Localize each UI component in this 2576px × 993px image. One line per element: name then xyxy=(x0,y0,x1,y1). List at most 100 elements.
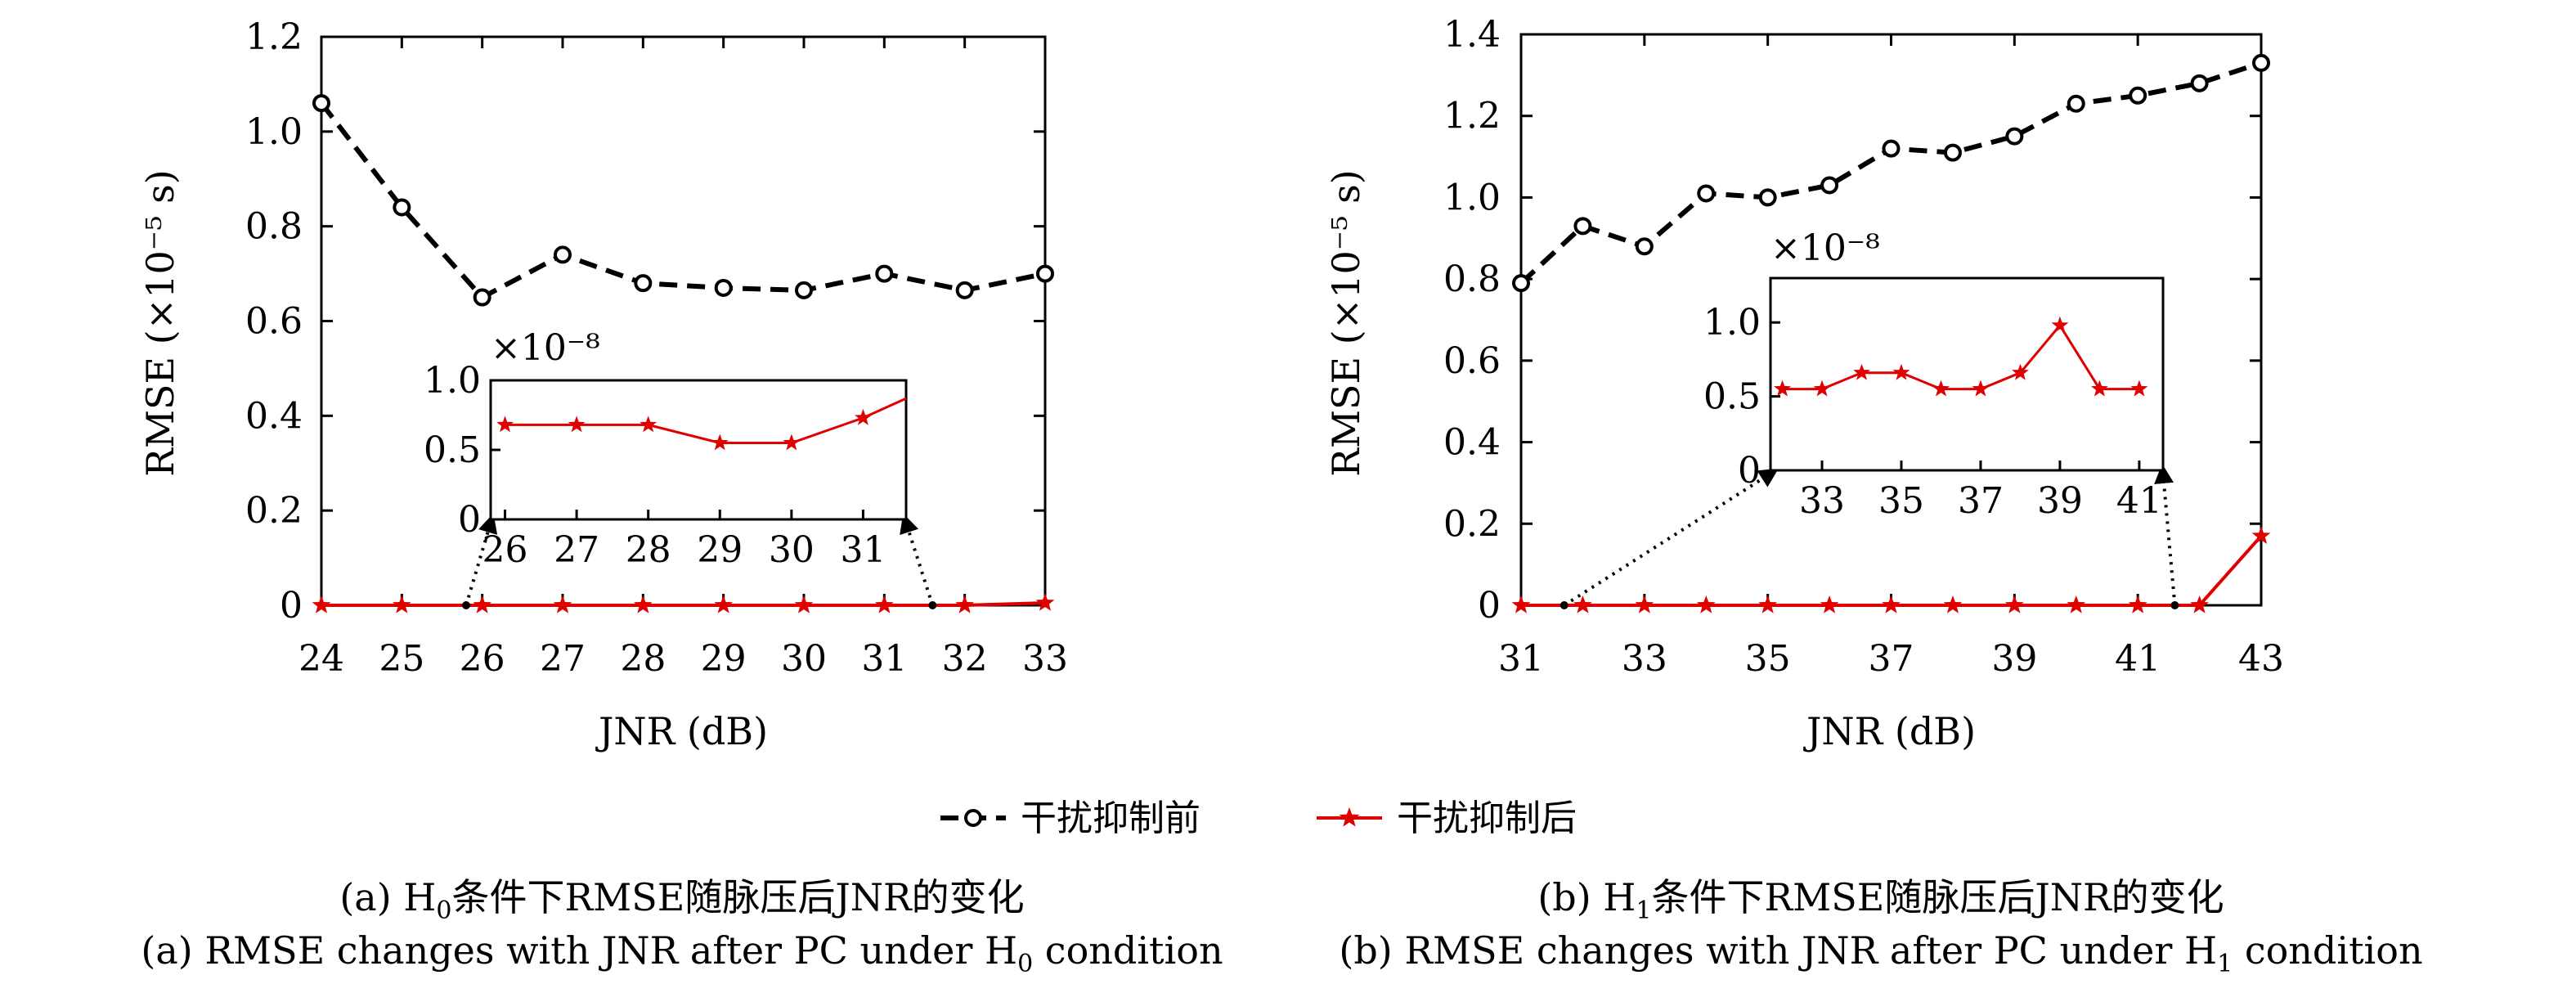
inset-multiplier: ×10⁻⁸ xyxy=(1770,227,1880,269)
inset-x-tick-label: 37 xyxy=(1958,480,2004,522)
y-tick-label: 0 xyxy=(280,585,303,627)
inset-x-tick-label: 39 xyxy=(2037,480,2083,522)
point-after xyxy=(714,595,734,613)
point-after xyxy=(2004,595,2024,613)
point-before xyxy=(2005,127,2024,146)
chart-b: 0 0.2 0.4 0.6 0.8 1.0 1.2 1.4 31 33 35 37 39 41 43 JNR … xyxy=(1324,14,2284,753)
y-axis-label: RMSE (×10⁻⁵ s) xyxy=(138,169,182,476)
x-tick-label: 25 xyxy=(379,638,424,680)
point-after xyxy=(2067,595,2086,613)
inset-x-tick-label: 26 xyxy=(482,529,528,571)
x-tick-label: 35 xyxy=(1745,638,1791,680)
inset-y-tick-label: 0.5 xyxy=(424,429,481,471)
x-axis-label: JNR (dB) xyxy=(595,709,768,753)
point-after xyxy=(553,595,572,613)
inset-y-tick-label: 0 xyxy=(1738,450,1761,492)
inset-point xyxy=(711,434,729,451)
point-before xyxy=(1036,264,1054,283)
point-after xyxy=(2128,595,2147,613)
point-before xyxy=(473,288,491,307)
point-before xyxy=(2129,86,2147,105)
point-after xyxy=(794,595,814,613)
x-tick-label: 29 xyxy=(701,638,747,680)
point-before xyxy=(312,94,330,113)
x-tick-label: 24 xyxy=(298,638,344,680)
point-before xyxy=(393,198,411,217)
inset-x-tick-label: 35 xyxy=(1878,480,1924,522)
series-before-line xyxy=(1519,61,2262,285)
zoom-connector-left xyxy=(464,513,498,606)
legend-before-marker xyxy=(964,809,982,827)
legend-before-label: 干扰抑制前 xyxy=(1021,798,1200,839)
inset-point xyxy=(2130,380,2148,397)
point-before xyxy=(1820,176,1839,195)
point-after xyxy=(1820,595,1839,613)
inset-point xyxy=(1892,363,1910,380)
inset-y-tick-label: 0 xyxy=(458,499,481,541)
point-before xyxy=(2067,94,2085,113)
y-tick-label: 0.8 xyxy=(245,206,303,248)
inset-multiplier: ×10⁻⁸ xyxy=(491,327,600,369)
x-tick-label: 33 xyxy=(1622,638,1667,680)
point-before xyxy=(955,281,974,299)
inset-frame xyxy=(489,379,908,521)
x-tick-label: 30 xyxy=(781,638,827,680)
chart-a: 0 0.2 0.4 0.6 0.8 1.0 1.2 24 25 26 27 28 29 30 31 32 33 J… xyxy=(138,16,1068,753)
y-tick-label: 0.2 xyxy=(245,490,303,532)
point-after xyxy=(1573,595,1592,613)
y-tick-label: 1.4 xyxy=(1443,14,1501,56)
point-after xyxy=(1882,595,1901,613)
point-after xyxy=(2190,595,2209,613)
inset-point xyxy=(783,434,801,451)
point-after xyxy=(1696,595,1716,613)
inset-x-tick-label: 33 xyxy=(1799,480,1845,522)
point-after xyxy=(392,595,411,613)
x-tick-label: 27 xyxy=(540,638,586,680)
x-tick-label: 43 xyxy=(2238,638,2284,680)
legend: 干扰抑制前 干扰抑制后 xyxy=(940,798,1577,839)
x-tick-label: 39 xyxy=(1991,638,2037,680)
inset-point xyxy=(1932,380,1950,397)
inset-y-tick-label: 0.5 xyxy=(1703,376,1761,418)
inset-point xyxy=(1813,380,1831,397)
y-tick-label: 0.6 xyxy=(1443,340,1501,382)
inset-point xyxy=(640,416,657,433)
point-before xyxy=(1758,188,1777,207)
caption-a-cn: (a) H0条件下RMSE随脉压后JNR的变化 xyxy=(339,875,1024,925)
inset-x-tick-label: 41 xyxy=(2116,480,2162,522)
inset-series-line xyxy=(1782,323,2139,391)
caption-b-en: (b) RMSE changes with JNR after PC under… xyxy=(1339,928,2422,978)
point-before xyxy=(1697,184,1716,203)
y-tick-label: 0.6 xyxy=(245,301,303,343)
point-before xyxy=(1943,143,1962,162)
point-after xyxy=(312,595,331,613)
inset-y-tick-label: 1.0 xyxy=(424,360,481,402)
point-before xyxy=(2252,53,2270,72)
point-after xyxy=(2251,526,2271,544)
inset-point xyxy=(1853,363,1870,380)
series-before-line xyxy=(319,101,1046,301)
x-tick-label: 28 xyxy=(620,638,666,680)
inset-point xyxy=(2091,380,2108,397)
zoom-connector-right xyxy=(2154,464,2177,606)
y-tick-label: 0.2 xyxy=(1443,503,1501,545)
inset-frame xyxy=(1769,276,2165,472)
inset-x-tick-label: 27 xyxy=(554,529,599,571)
point-after xyxy=(473,595,492,613)
point-before xyxy=(634,274,653,293)
point-after xyxy=(1943,595,1963,613)
inset-point xyxy=(1972,380,1990,397)
inset-point xyxy=(2012,363,2029,380)
y-tick-label: 1.0 xyxy=(1443,177,1501,218)
point-before xyxy=(714,278,733,297)
caption-a-en: (a) RMSE changes with JNR after PC under… xyxy=(141,928,1223,978)
x-axis-label: JNR (dB) xyxy=(1803,709,1976,753)
point-before xyxy=(875,264,894,283)
point-before xyxy=(1635,237,1654,256)
point-after xyxy=(1758,595,1778,613)
point-before xyxy=(2190,74,2209,92)
point-before xyxy=(1512,274,1530,293)
point-before xyxy=(795,281,813,299)
x-tick-label: 37 xyxy=(1869,638,1914,680)
